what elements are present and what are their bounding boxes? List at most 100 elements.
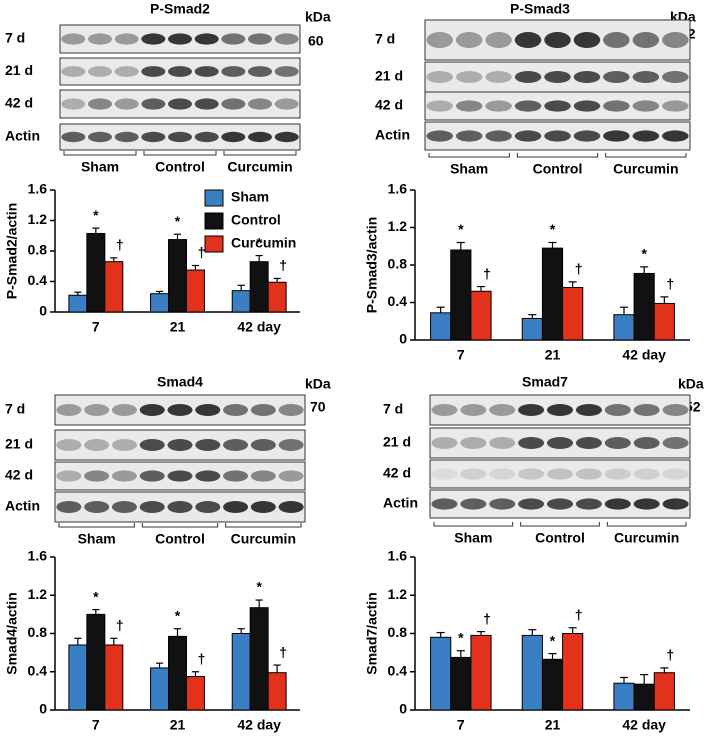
group-label: Sham: [81, 159, 119, 175]
bar: [168, 635, 187, 711]
band: [431, 404, 458, 416]
group-label: Sham: [78, 531, 116, 547]
band: [662, 32, 689, 48]
band: [604, 404, 631, 416]
bar: [562, 287, 584, 341]
y-tick-label: 1.6: [28, 548, 48, 564]
group-label: Control: [533, 161, 583, 177]
y-axis-label: Smad7/actin: [364, 592, 380, 674]
band: [278, 439, 304, 451]
group-label: Control: [155, 531, 205, 547]
bar: [430, 312, 452, 341]
y-tick-label: 0.4: [28, 272, 48, 288]
bar: [68, 294, 88, 313]
band: [61, 131, 86, 143]
band: [61, 66, 86, 77]
band: [61, 98, 86, 110]
band: [431, 468, 458, 480]
band: [633, 498, 660, 510]
band: [426, 130, 453, 142]
bracket: [433, 522, 514, 527]
band: [455, 130, 483, 142]
bar: [470, 290, 492, 341]
band: [485, 130, 512, 142]
band: [250, 501, 276, 513]
significance-mark: †: [279, 257, 287, 273]
band: [662, 404, 689, 416]
blot-title: P-Smad3: [510, 1, 570, 17]
band: [460, 404, 487, 416]
band: [573, 130, 601, 142]
bar: [86, 232, 106, 313]
band: [662, 437, 689, 449]
y-tick-label: 0: [39, 303, 47, 319]
bar: [430, 636, 452, 711]
band: [431, 437, 458, 449]
band: [603, 100, 630, 112]
band: [274, 33, 299, 45]
band: [274, 98, 299, 110]
bar: [521, 634, 543, 711]
legend-swatch: [204, 189, 224, 207]
band: [56, 501, 82, 513]
row-label: Actin: [5, 128, 40, 144]
band: [88, 131, 112, 143]
unit-label: kDa: [305, 9, 331, 25]
bar: [168, 239, 187, 313]
significance-mark: *: [550, 221, 556, 237]
x-tick-label: 21: [170, 717, 186, 733]
band: [84, 439, 110, 451]
band: [195, 439, 221, 451]
significance-mark: †: [666, 276, 674, 292]
band: [274, 66, 299, 77]
band: [88, 33, 112, 45]
legend-swatch: [204, 212, 224, 230]
band: [518, 498, 545, 510]
x-tick-label: 7: [92, 319, 100, 335]
band: [573, 71, 601, 83]
legend-label: Control: [231, 212, 281, 228]
bar: [185, 676, 205, 711]
row-label: 21 d: [383, 434, 411, 450]
band: [221, 66, 246, 77]
band: [139, 470, 165, 482]
band: [460, 498, 487, 510]
band: [111, 404, 137, 416]
y-tick-label: 1.6: [28, 181, 48, 197]
bracket: [143, 151, 217, 156]
legend-label: Curcumin: [231, 235, 296, 251]
blot-title: P-Smad2: [150, 1, 210, 17]
band: [633, 468, 660, 480]
blot-title: Smad4: [157, 374, 203, 390]
band: [426, 100, 453, 112]
significance-mark: †: [116, 617, 124, 633]
band: [111, 439, 137, 451]
row-label: 7 d: [375, 31, 395, 47]
y-tick-label: 0.8: [388, 624, 408, 640]
bar: [104, 644, 124, 711]
row-label: Actin: [383, 495, 418, 511]
y-tick-label: 0.4: [388, 293, 408, 309]
band: [278, 501, 304, 513]
y-tick-label: 0: [39, 701, 47, 717]
band: [141, 33, 166, 45]
significance-mark: *: [175, 213, 181, 229]
band: [603, 71, 630, 83]
band: [460, 468, 487, 480]
band: [139, 501, 165, 513]
x-tick-label: 42 day: [237, 319, 281, 335]
bracket: [141, 523, 219, 528]
bar: [68, 644, 88, 711]
band: [514, 130, 542, 142]
significance-mark: *: [641, 246, 647, 262]
band: [168, 33, 192, 45]
bar: [470, 634, 492, 711]
bar: [267, 281, 287, 313]
band: [111, 470, 137, 482]
y-axis-label: P-Smad2/actin: [4, 203, 20, 299]
band: [141, 131, 166, 143]
band: [632, 32, 660, 48]
row-label: Actin: [5, 498, 40, 514]
bar: [653, 672, 675, 711]
